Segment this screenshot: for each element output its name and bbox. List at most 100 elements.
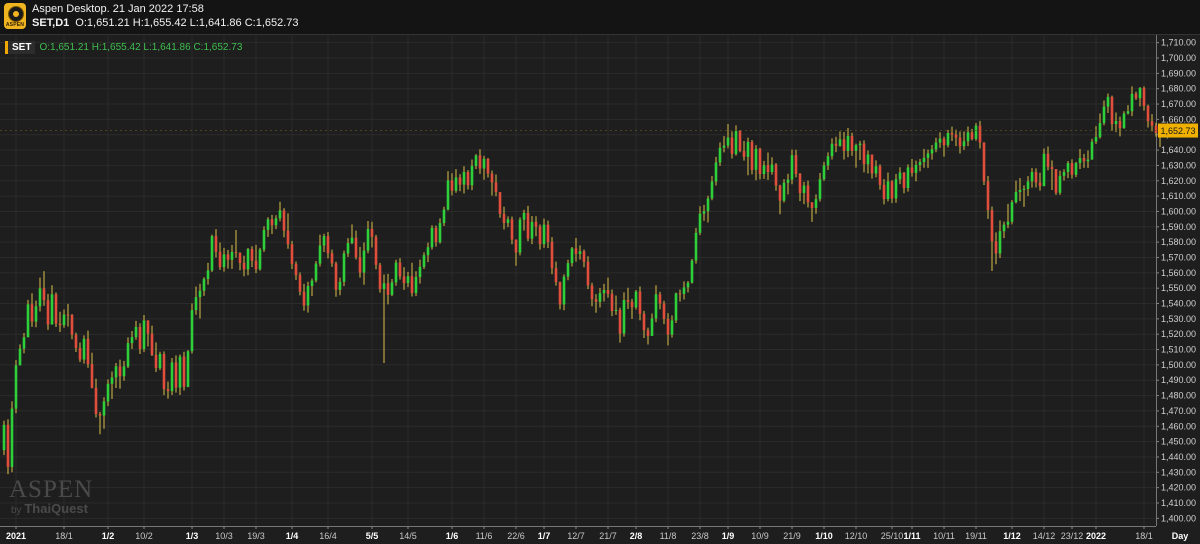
candle-body-up [318,245,322,264]
y-tick-label: 1,510.00 [1161,345,1196,355]
x-tick-label: 16/4 [319,531,337,541]
y-tick-label: 1,630.00 [1161,160,1196,170]
candle-body-up [474,155,478,166]
candle-body-down [66,314,70,316]
candle-body-up [886,181,890,200]
last-price-label: 1,652.73 [1160,126,1195,136]
candle-body-up [718,147,722,163]
candle-body-up [10,408,14,467]
candle-body-down [766,165,770,173]
candle-body-up [598,293,602,302]
candle-body-up [186,351,190,387]
chart-symbol-row: SET O:1,651.21 H:1,655.42 L:1,641.86 C:1,… [5,39,242,55]
x-tick-label: 12/10 [845,531,868,541]
candle-body-up [102,401,106,416]
candle-body-up [430,227,434,248]
candle-body-down [878,166,882,185]
candle-body-up [1006,221,1010,225]
y-tick-label: 1,700.00 [1161,53,1196,63]
y-tick-label: 1,450.00 [1161,437,1196,447]
candle-body-up [1002,224,1006,232]
candle-body-up [34,306,38,322]
symbol-tag[interactable]: SET [5,41,36,55]
candle-body-up [366,228,370,251]
candle-body-down [282,210,286,231]
candle-body-up [362,250,366,273]
candle-body-up [734,130,738,154]
candle-body-up [1098,123,1102,138]
candle-body-down [626,299,630,302]
candle-body-up [210,236,214,271]
candle-body-down [370,228,374,237]
candle-body-down [466,172,470,186]
price-chart[interactable]: 1,400.00 1,410.00 1,420.00 1,430.00 1,440.00… [0,35,1200,544]
x-tick-label: 14/12 [1033,531,1056,541]
candle-body-up [690,260,694,283]
y-tick-label: 1,660.00 [1161,114,1196,124]
candle-body-down [502,213,506,223]
candle-body-down [330,253,334,264]
x-tick-label: 21/7 [599,531,617,541]
candle-body-up [866,154,870,165]
candle-body-up [258,249,262,270]
candle-body-up [826,156,830,166]
x-tick-label: 2022 [1086,531,1106,541]
x-unit-label: Day [1172,531,1189,541]
candle-body-down [618,309,622,334]
candle-body-up [462,172,466,185]
candle-body-down [534,221,538,227]
candle-body-up [1130,93,1134,112]
candle-body-down [738,130,742,151]
candle-body-down [662,303,666,319]
x-tick-label: 18/1 [55,531,73,541]
candle-body-down [290,244,294,264]
x-tick-label: 1/4 [286,531,299,541]
candle-body-down [510,219,514,240]
candle-body-down [558,282,562,305]
candle-body-down [546,224,550,242]
candle-body-up [382,283,386,290]
x-tick-label: 5/5 [366,531,379,541]
candle-body-up [18,348,22,366]
candle-body-down [1134,93,1138,99]
y-tick-label: 1,550.00 [1161,283,1196,293]
candle-body-down [970,132,974,140]
candle-body-down [950,133,954,135]
candle-body-down [658,294,662,304]
x-tick-label: 11/8 [660,531,677,541]
candle-body-down [582,251,586,262]
candle-body-up [702,211,706,214]
x-tick-label: 10/9 [751,531,769,541]
candle-body-up [1062,172,1066,176]
candle-body-up [838,139,842,146]
candle-body-up [1026,181,1030,189]
candle-body-down [398,262,402,277]
candle-body-up [706,198,710,212]
candle-body-up [934,142,938,150]
y-tick-label: 1,570.00 [1161,252,1196,262]
candle-body-up [426,247,430,256]
candle-body-down [646,330,650,336]
aspen-logo-icon: ASPEN [4,3,26,29]
candle-body-up [522,212,526,220]
candle-body-up [822,165,826,180]
candle-body-down [410,276,414,294]
candle-body-up [682,287,686,294]
candle-body-up [930,149,934,154]
x-tick-label: 10/3 [215,531,233,541]
candle-body-up [394,262,398,283]
y-tick-label: 1,460.00 [1161,421,1196,431]
candle-body-up [722,145,726,148]
candle-body-up [130,337,134,344]
candle-body-down [538,226,542,245]
candle-body-up [50,294,54,325]
candle-body-down [294,263,298,276]
candle-body-down [610,293,614,312]
candle-body-down [990,210,994,242]
candlestick-chart[interactable]: 1,400.00 1,410.00 1,420.00 1,430.00 1,440.00… [0,35,1200,544]
x-tick-label: 10/11 [933,531,955,541]
candle-body-up [246,249,250,270]
candle-body-up [126,343,130,367]
candle-body-down [118,366,122,377]
candle-body-down [1050,166,1054,170]
